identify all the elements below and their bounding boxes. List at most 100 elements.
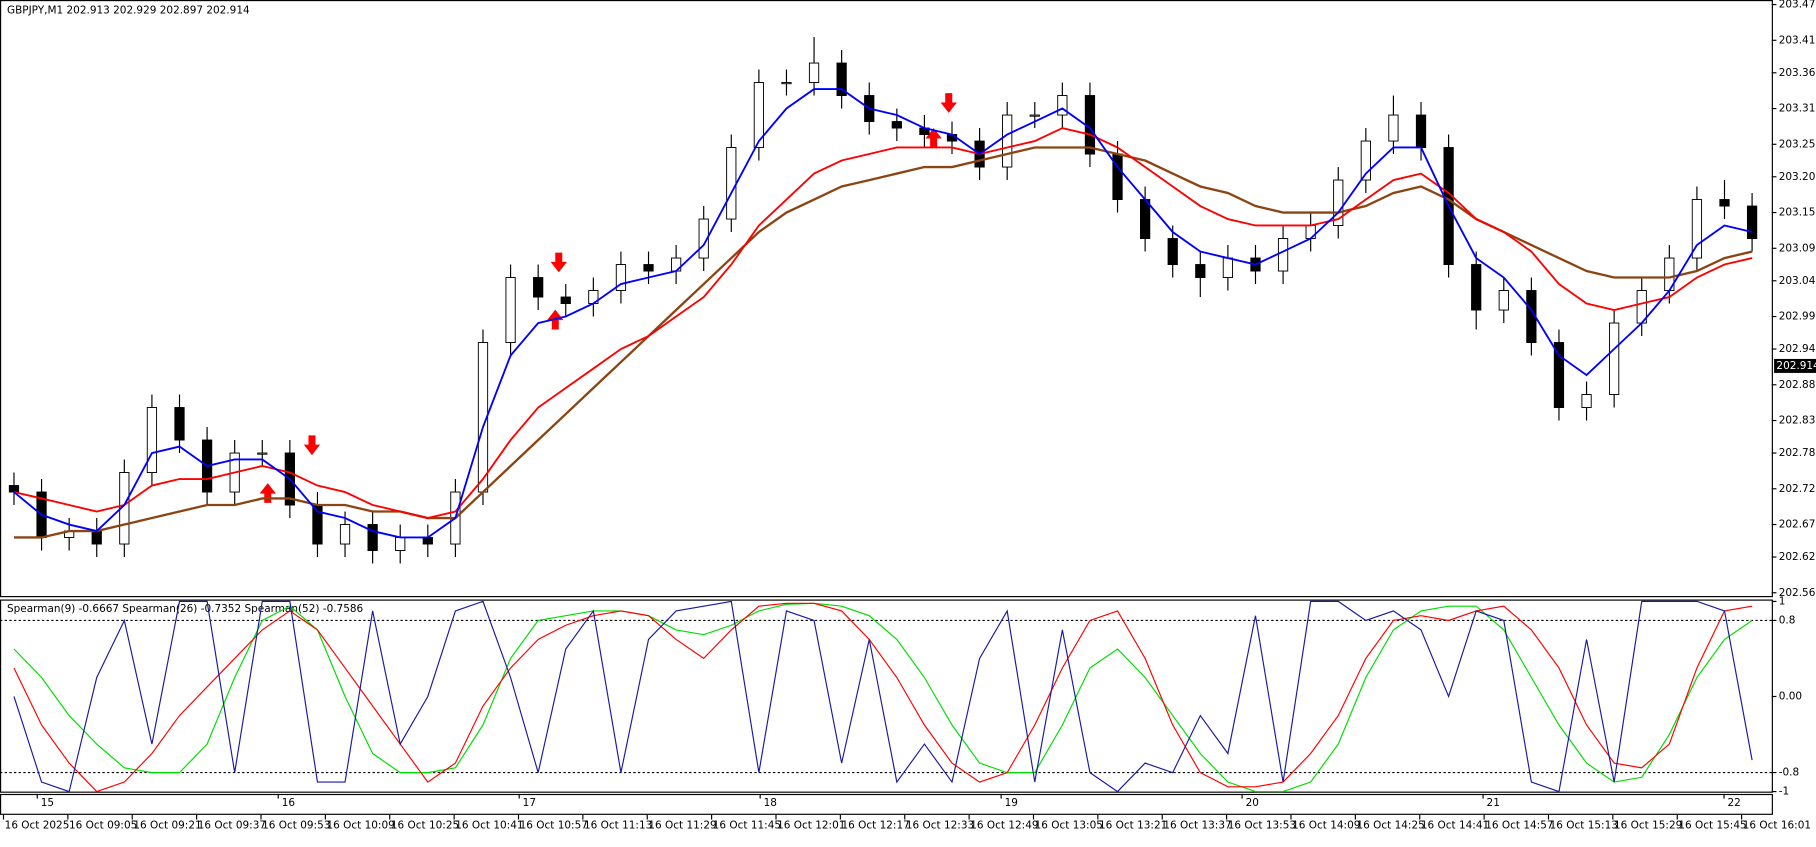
candle-body <box>1388 114 1399 142</box>
candle-body <box>1471 264 1482 311</box>
candle-body <box>1333 179 1344 227</box>
y-tick-label: 203.310 <box>1779 103 1816 115</box>
candle-body <box>1498 290 1509 311</box>
y-tick-label: 202.725 <box>1779 483 1816 495</box>
time-label: 16 Oct 13:37 <box>1163 819 1231 831</box>
time-axis-frame <box>0 793 1773 815</box>
time-label: 16 Oct 11:13 <box>584 819 652 831</box>
candle-body <box>1360 140 1371 181</box>
candle-body <box>1195 264 1206 279</box>
y-tick-label: 202.565 <box>1779 587 1816 599</box>
day-label: 18 <box>764 797 777 809</box>
y-tick-label: 202.780 <box>1779 447 1816 459</box>
buy-arrow <box>925 128 942 148</box>
candle-body <box>422 537 433 545</box>
spearman-line <box>13 602 1753 793</box>
moving-average <box>13 146 1753 539</box>
y-tick-label: 1 <box>1779 595 1786 607</box>
candle-body <box>1719 199 1730 207</box>
time-label: 16 Oct 13:05 <box>1035 819 1103 831</box>
symbol-title: GBPJPY,M1 202.913 202.929 202.897 202.91… <box>7 4 250 16</box>
time-label: 16 Oct 14:57 <box>1485 819 1553 831</box>
time-label: 16 Oct 12:01 <box>777 819 845 831</box>
y-tick-label: 203.365 <box>1779 67 1816 79</box>
candle-body <box>8 485 20 493</box>
moving-average <box>13 88 1753 539</box>
time-label: 16 Oct 09:53 <box>262 819 330 831</box>
candle-body <box>1029 114 1040 117</box>
time-label: 16 Oct 13:21 <box>1099 819 1167 831</box>
time-label: 16 Oct 09:37 <box>198 819 266 831</box>
time-label: 16 Oct 16:01 <box>1743 819 1811 831</box>
time-label: 16 Oct 15:45 <box>1678 819 1746 831</box>
sell-arrow <box>550 252 567 273</box>
y-tick-label: 203.415 <box>1779 34 1816 46</box>
time-label: 16 Oct 10:57 <box>520 819 588 831</box>
candle-body <box>395 537 406 551</box>
candle-body <box>257 452 268 455</box>
y-tick-label: -1 <box>1779 786 1789 798</box>
time-label: 16 Oct 14:09 <box>1292 819 1360 831</box>
time-label: 16 Oct 11:45 <box>713 819 781 831</box>
day-label: 16 <box>282 797 295 809</box>
time-label: 16 Oct 11:29 <box>648 819 716 831</box>
candle-body <box>643 264 654 272</box>
y-tick-label: 203.470 <box>1779 0 1816 11</box>
time-label: 16 Oct 12:17 <box>842 819 910 831</box>
candle-body <box>1002 114 1013 168</box>
candle-body <box>836 62 847 97</box>
price-tag <box>1774 358 1816 373</box>
candle-body <box>174 407 185 441</box>
time-label: 16 Oct 14:25 <box>1357 819 1425 831</box>
time-label: 16 Oct 2025 <box>5 819 70 831</box>
y-tick-label: 202.885 <box>1779 379 1816 391</box>
candle-body <box>1222 257 1234 279</box>
day-label: 21 <box>1487 797 1500 809</box>
y-tick-label: 202.830 <box>1779 415 1816 427</box>
candle-body <box>1746 205 1758 240</box>
candle-body <box>1609 322 1620 395</box>
time-label: 16 Oct 09:05 <box>69 819 137 831</box>
day-label: 22 <box>1728 797 1741 809</box>
candle-body <box>560 296 571 305</box>
day-label: 17 <box>523 797 536 809</box>
sell-arrow <box>940 93 957 113</box>
buy-arrow <box>259 483 276 503</box>
time-label: 16 Oct 14:41 <box>1421 819 1489 831</box>
candle-body <box>91 530 102 545</box>
time-label: 16 Oct 15:29 <box>1614 819 1682 831</box>
candle-body <box>1415 114 1427 149</box>
candle-body <box>1581 394 1592 408</box>
time-label: 16 Oct 10:25 <box>391 819 459 831</box>
candle-body <box>505 277 516 343</box>
sell-arrow <box>303 435 321 456</box>
y-tick-label: 202.940 <box>1779 343 1816 355</box>
candle-body <box>781 82 792 85</box>
candle-body <box>1553 342 1565 408</box>
candle-body <box>339 524 351 545</box>
y-tick-label: 203.255 <box>1779 138 1816 150</box>
time-label: 16 Oct 10:41 <box>455 819 523 831</box>
time-label: 16 Oct 13:53 <box>1228 819 1296 831</box>
time-label: 16 Oct 12:49 <box>970 819 1038 831</box>
candle-body <box>698 218 709 259</box>
day-label: 20 <box>1246 797 1259 809</box>
candle-body <box>615 264 627 292</box>
indicator-panel <box>0 599 1773 793</box>
y-tick-label: 0.8 <box>1779 614 1796 626</box>
time-label: 16 Oct 09:21 <box>133 819 201 831</box>
candle-body <box>367 524 378 551</box>
day-label: 15 <box>41 797 54 809</box>
moving-average <box>13 127 1753 519</box>
candle-body <box>533 277 544 298</box>
y-tick-label: -0.8 <box>1779 767 1799 779</box>
time-label: 16 Oct 12:33 <box>906 819 974 831</box>
spearman-line <box>13 600 1753 793</box>
candle-body <box>753 82 765 149</box>
candle-body <box>146 407 158 473</box>
spearman-line <box>13 602 1753 793</box>
candle-body <box>1140 199 1151 240</box>
candle-body <box>891 121 902 129</box>
y-tick-label: 203.095 <box>1779 242 1816 254</box>
candle-body <box>1277 238 1289 272</box>
